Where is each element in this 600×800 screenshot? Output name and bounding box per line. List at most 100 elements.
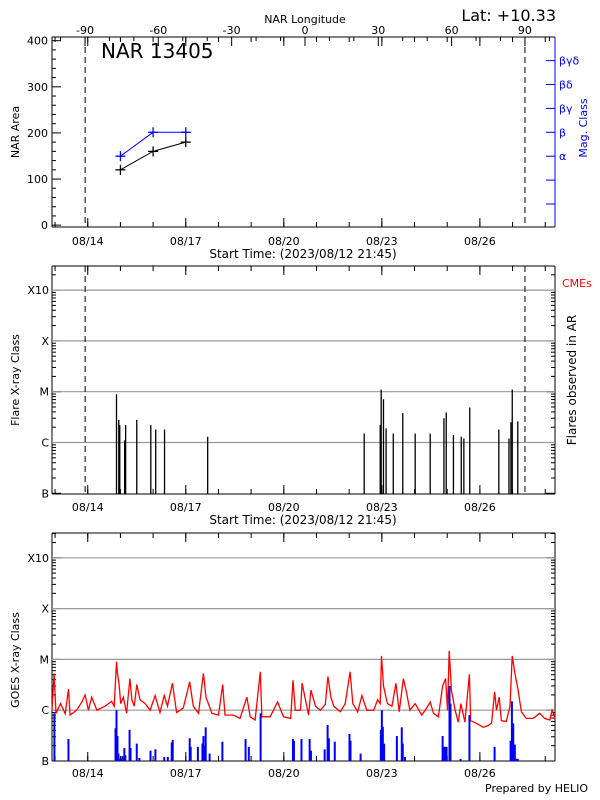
goes-short-channel-spike — [333, 741, 336, 761]
x-tick-label-1: 08/20 — [268, 235, 300, 248]
goes-short-channel-spike — [129, 748, 132, 761]
goes-short-channel-spike — [513, 744, 516, 761]
goes-short-channel-spike — [349, 740, 352, 761]
y-tick-label: 100 — [27, 173, 48, 186]
longitude-tick-label: 90 — [518, 24, 532, 37]
goes-short-channel-spike — [459, 758, 462, 761]
mag-class-axis-title: Mag. Class — [577, 98, 590, 157]
goes-short-channel-spike — [326, 725, 329, 761]
class-tick-label: C — [41, 437, 49, 450]
class-tick-label: M — [40, 653, 50, 666]
flare-class-axis-title: Flare X-ray Class — [9, 334, 22, 426]
x-tick-label-3: 08/20 — [268, 767, 300, 780]
goes-short-channel-spike — [442, 746, 445, 761]
goes-short-channel-spike — [203, 745, 206, 761]
goes-short-channel-spike — [128, 729, 131, 761]
prepared-by-label: Prepared by HELIO — [485, 782, 588, 795]
goes-short-channel-spike — [123, 748, 126, 761]
x-tick-label-3: 08/26 — [464, 767, 496, 780]
nar-title: NAR 13405 — [101, 39, 214, 63]
goes-short-channel-spike — [512, 723, 515, 761]
x-tick-label-1: 08/23 — [366, 235, 398, 248]
goes-short-channel-spike — [163, 756, 166, 761]
goes-short-channel-spike — [404, 756, 407, 761]
y-tick-label: 0 — [41, 219, 48, 232]
goes-short-channel-spike — [135, 743, 138, 761]
goes-short-channel-spike — [189, 746, 192, 761]
goes-short-channel-spike — [124, 755, 127, 761]
x-tick-label-1: 08/26 — [464, 235, 496, 248]
goes-short-channel-spike — [401, 743, 404, 761]
goes-short-channel-spike — [445, 746, 448, 761]
x-tick-label-1: 08/14 — [72, 235, 104, 248]
goes-short-channel-spike — [119, 758, 122, 761]
goes-short-channel-spike — [309, 750, 312, 761]
goes-short-channel-spike — [171, 739, 174, 761]
longitude-axis-title: NAR Longitude — [264, 13, 346, 26]
x-tick-label-2: 08/23 — [366, 501, 398, 514]
goes-short-channel-spike — [515, 758, 518, 761]
class-tick-label: X10 — [27, 552, 49, 565]
goes-short-channel-spike — [116, 736, 119, 761]
mag-class-tick-label: βδ — [559, 79, 573, 92]
x-tick-label-1: 08/17 — [170, 235, 202, 248]
goes-short-channel-spike — [121, 756, 124, 761]
goes-short-channel-spike — [115, 710, 118, 761]
goes-short-channel-spike — [196, 746, 199, 761]
class-tick-label: X10 — [27, 284, 49, 297]
x-tick-label-2: 08/20 — [268, 501, 300, 514]
goes-class-axis-title: GOES X-ray Class — [9, 612, 22, 708]
y-tick-label: 200 — [27, 127, 48, 140]
goes-short-channel-spike — [359, 753, 362, 761]
goes-short-channel-spike — [327, 738, 330, 761]
goes-short-channel-spike — [509, 740, 512, 761]
goes-short-channel-spike — [510, 701, 513, 761]
longitude-tick-label: 30 — [371, 24, 385, 37]
goes-short-channel-spike — [247, 746, 250, 761]
nar-area-axis-title: NAR Area — [9, 106, 22, 158]
goes-short-channel-spike — [449, 703, 452, 761]
goes-short-channel-spike — [292, 740, 295, 761]
latitude-label: Lat: +10.33 — [461, 6, 556, 25]
goes-short-channel-spike — [516, 758, 519, 761]
goes-short-channel-spike — [53, 713, 56, 761]
longitude-tick-label: 60 — [445, 24, 459, 37]
x-tick-label-3: 08/17 — [170, 767, 202, 780]
mag-class-tick-label: β — [559, 126, 566, 139]
goes-short-channel-spike — [381, 726, 384, 761]
class-tick-label: C — [41, 704, 49, 717]
goes-short-channel-spike — [441, 736, 444, 761]
goes-short-channel-spike — [395, 736, 398, 761]
class-tick-label: X — [41, 335, 49, 348]
goes-short-channel-spike — [208, 753, 211, 761]
longitude-tick-label: -60 — [149, 24, 167, 37]
y-tick-label: 300 — [27, 81, 48, 94]
x-tick-label-3: 08/14 — [72, 767, 104, 780]
start-time-label-1: Start Time: (2023/08/12 21:45) — [209, 247, 396, 261]
longitude-tick-label: -90 — [76, 24, 94, 37]
goes-short-channel-spike — [149, 750, 152, 761]
goes-short-channel-spike — [67, 739, 70, 761]
class-tick-label: B — [41, 487, 49, 500]
goes-short-channel-spike — [204, 727, 207, 761]
goes-short-channel-spike — [323, 749, 326, 761]
goes-short-channel-spike — [259, 713, 262, 761]
goes-short-channel-spike — [154, 749, 157, 761]
x-tick-label-3: 08/23 — [366, 767, 398, 780]
mag-class-tick-label: α — [559, 150, 566, 163]
class-tick-label: M — [40, 386, 50, 399]
goes-short-channel-spike — [221, 741, 224, 761]
longitude-tick-label: 0 — [301, 24, 308, 37]
goes-short-channel-spike — [117, 753, 120, 761]
goes-short-channel-spike — [300, 739, 303, 761]
class-tick-label: B — [41, 755, 49, 768]
goes-short-channel-spike — [468, 715, 471, 761]
goes-short-channel-spike — [383, 743, 386, 761]
mag-class-tick-label: βγ — [559, 102, 573, 115]
x-tick-label-2: 08/17 — [170, 501, 202, 514]
goes-long-channel-line — [51, 650, 556, 729]
goes-short-channel-spike — [244, 739, 247, 761]
mag-class-tick-label: βγδ — [559, 55, 580, 68]
